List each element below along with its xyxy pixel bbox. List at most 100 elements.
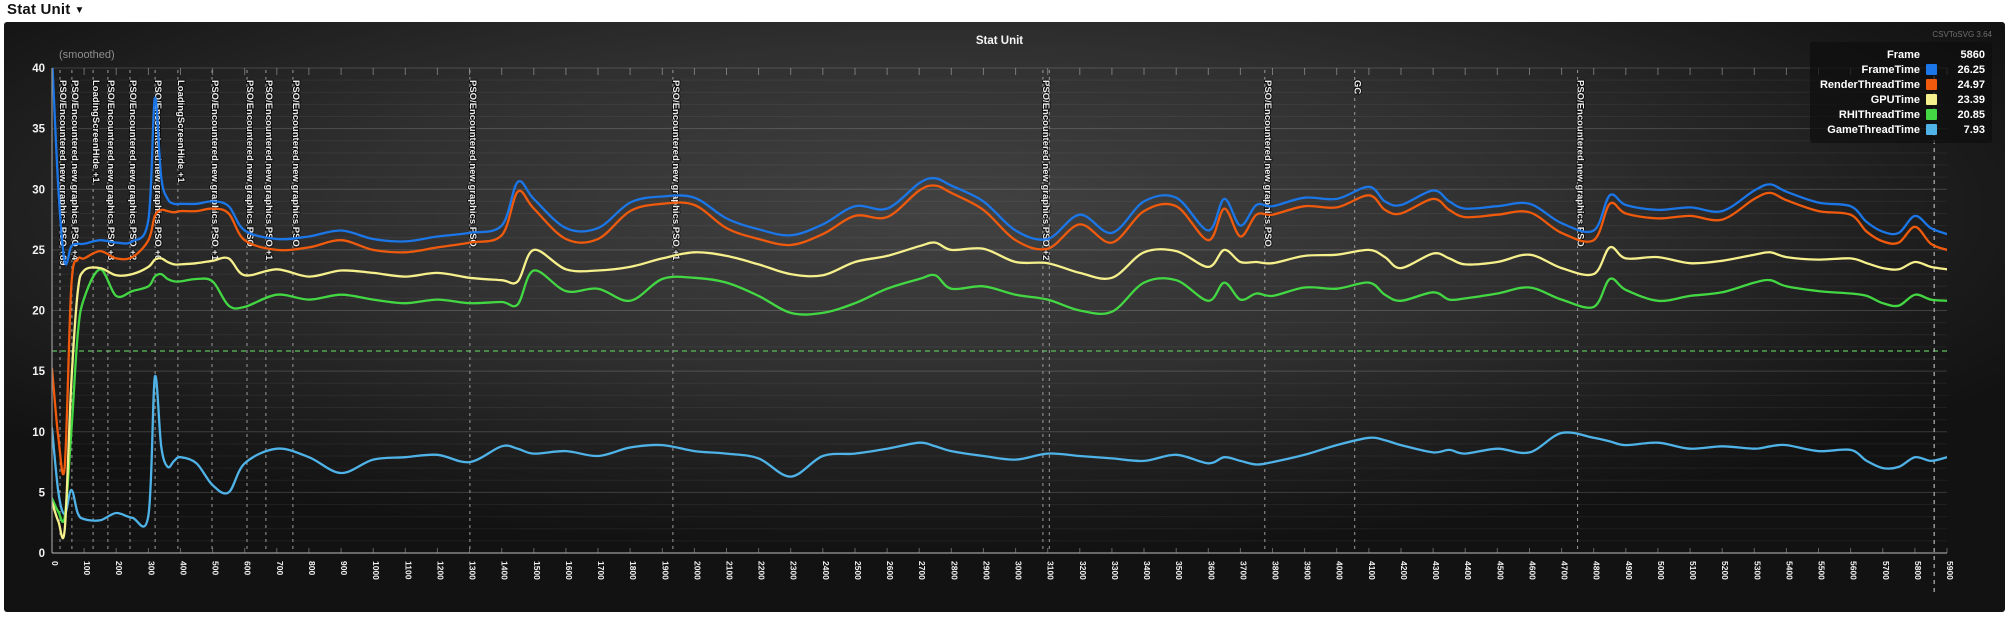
x-tick-label: 2300 xyxy=(789,561,799,580)
legend-swatch xyxy=(1926,109,1937,120)
y-tick-label: 40 xyxy=(32,63,45,75)
x-tick-label: 0 xyxy=(50,561,60,566)
x-tick-label: 1000 xyxy=(371,561,381,580)
event-label: PSO/Encountered new graphics PSO +2 xyxy=(127,80,138,260)
chart-title: Stat Unit xyxy=(975,35,1024,47)
x-tick-label: 400 xyxy=(179,561,189,575)
y-tick-label: 25 xyxy=(32,245,45,257)
legend-value: 5860 xyxy=(1960,48,1985,61)
x-tick-label: 1600 xyxy=(564,561,574,580)
x-tick-label: 1700 xyxy=(596,561,606,580)
y-tick-label: 15 xyxy=(32,366,45,378)
legend-label: Frame xyxy=(1886,48,1920,61)
chart-canvas-host: PSO/Encountered new graphics PSO +89 PSO/… xyxy=(4,22,2005,617)
legend-item-GameThreadTime: GameThreadTime 7.93 xyxy=(1820,122,1985,137)
series-line-GPUTime xyxy=(52,241,1947,540)
event-markers: PSO/Encountered new graphics PSO +89 PSO/… xyxy=(56,70,1587,553)
x-tick-label: 3100 xyxy=(1046,561,1056,580)
y-axis-labels: 0 5 10 15 20 25 30 35 40 xyxy=(32,63,45,560)
x-tick-label: 4500 xyxy=(1495,561,1505,580)
legend-item-RenderThreadTime: RenderThreadTime 24.97 xyxy=(1820,77,1985,92)
x-ticks xyxy=(51,68,1948,553)
legend-value: 26.25 xyxy=(1957,63,1985,76)
x-tick-label: 3600 xyxy=(1206,561,1216,580)
x-axis-labels: 0 100 200 300 400 500 600 700 800 900 1000 1100 1200… xyxy=(50,561,1955,580)
event-label: PSO/Encountered new graphics PSO +2 xyxy=(1040,80,1051,260)
version-label: CSVToSVG 3.64 xyxy=(1932,30,1992,39)
x-tick-label: 900 xyxy=(339,561,349,575)
x-tick-label: 1300 xyxy=(468,561,478,580)
legend-value: 7.93 xyxy=(1963,123,1985,136)
grid-lines xyxy=(52,67,1947,554)
legend-label: FrameTime xyxy=(1861,63,1921,76)
stat-unit-chart-panel: PSO/Encountered new graphics PSO +89 PSO/… xyxy=(4,22,2005,612)
x-tick-label: 100 xyxy=(82,561,92,575)
legend-value: 23.39 xyxy=(1957,93,1985,106)
x-tick-label: 4400 xyxy=(1463,561,1473,580)
legend-swatch xyxy=(1926,64,1937,75)
x-tick-label: 1800 xyxy=(628,561,638,580)
x-tick-label: 300 xyxy=(146,561,156,575)
x-tick-label: 2100 xyxy=(725,561,735,580)
x-tick-label: 2400 xyxy=(821,561,831,580)
x-tick-label: 4200 xyxy=(1399,561,1409,580)
chart-canvas: PSO/Encountered new graphics PSO +89 PSO/… xyxy=(32,63,1955,593)
legend-swatch xyxy=(1926,124,1937,135)
series-line-RHIThreadTime xyxy=(52,268,1947,524)
x-tick-label: 5300 xyxy=(1752,561,1762,580)
x-tick-label: 1200 xyxy=(435,561,445,580)
event-label: PSO/Encountered new graphics PSO +1 xyxy=(670,80,681,261)
legend-label: RenderThreadTime xyxy=(1819,78,1920,91)
x-tick-label: 5700 xyxy=(1881,561,1891,580)
x-tick-label: 1100 xyxy=(403,561,413,580)
x-tick-label: 800 xyxy=(307,561,317,575)
x-tick-label: 5500 xyxy=(1817,561,1827,580)
legend: Frame 5860 FrameTime 26.25 RenderThreadTime 2… xyxy=(1809,42,1992,143)
x-tick-label: 5000 xyxy=(1656,561,1666,580)
x-tick-label: 4600 xyxy=(1528,561,1538,580)
x-tick-label: 700 xyxy=(275,561,285,575)
event-label: PSO/Encountered new graphics PSO xyxy=(244,80,255,247)
y-tick-label: 30 xyxy=(32,184,45,196)
report-section-toggle[interactable]: Stat Unit ▼ xyxy=(7,1,85,18)
series-line-GameThreadTime xyxy=(52,374,1947,528)
x-tick-label: 4900 xyxy=(1624,561,1634,580)
series-line-RenderThreadTime xyxy=(52,184,1947,476)
x-tick-label: 2700 xyxy=(917,561,927,580)
legend-label: RHIThreadTime xyxy=(1838,108,1920,121)
x-tick-label: 5200 xyxy=(1720,561,1730,580)
series-line-FrameTime xyxy=(52,68,1947,266)
x-tick-label: 2000 xyxy=(692,561,702,580)
event-label: PSO/Encountered new graphics PSO +1 xyxy=(209,80,220,261)
x-tick-label: 5400 xyxy=(1784,561,1794,580)
x-tick-label: 3700 xyxy=(1238,561,1248,580)
x-tick-label: 600 xyxy=(243,561,253,575)
legend-swatch xyxy=(1926,94,1937,105)
y-tick-label: 10 xyxy=(32,427,45,439)
legend-item-frame: Frame 5860 xyxy=(1820,47,1985,62)
page-header: Stat Unit ▼ xyxy=(0,0,2009,22)
y-tick-label: 35 xyxy=(32,124,45,136)
legend-label: GameThreadTime xyxy=(1827,123,1920,136)
x-tick-label: 2200 xyxy=(757,561,767,580)
x-tick-label: 1500 xyxy=(532,561,542,580)
x-tick-label: 3400 xyxy=(1142,561,1152,580)
event-label: LoadingScreenHide +1 xyxy=(90,80,101,183)
x-tick-label: 5100 xyxy=(1688,561,1698,580)
x-tick-label: 4300 xyxy=(1431,561,1441,580)
x-tick-label: 4700 xyxy=(1560,561,1570,580)
x-tick-label: 3300 xyxy=(1110,561,1120,580)
x-tick-label: 3200 xyxy=(1078,561,1088,580)
x-tick-label: 2600 xyxy=(885,561,895,580)
legend-value: 24.97 xyxy=(1957,78,1985,91)
chevron-down-icon[interactable]: ▼ xyxy=(74,5,85,16)
x-tick-label: 4000 xyxy=(1335,561,1345,580)
event-label: PSO/Encountered new graphics PSO +89 xyxy=(57,80,68,266)
legend-swatch xyxy=(1926,79,1937,90)
event-label: PSO/Encountered new graphics PSO xyxy=(1262,80,1273,247)
x-tick-label: 1400 xyxy=(500,561,510,580)
event-label: LoadingScreenHide +1 xyxy=(175,80,186,183)
x-tick-label: 1900 xyxy=(660,561,670,580)
legend-item-FrameTime: FrameTime 26.25 xyxy=(1820,62,1986,77)
event-label: PSO/Encountered new graphics PSO +4 xyxy=(69,80,80,261)
